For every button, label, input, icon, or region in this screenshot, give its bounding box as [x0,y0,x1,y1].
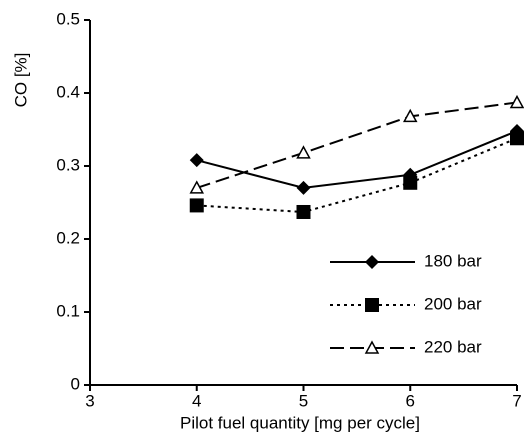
legend-marker [365,255,379,269]
legend-label: 220 bar [424,337,482,356]
y-tick-label: 0.3 [56,155,80,174]
marker [296,145,311,159]
legend-marker [365,298,379,312]
series-line [196,130,518,189]
legend-label: 180 bar [424,251,482,270]
marker [403,175,418,190]
x-tick-label: 5 [299,391,308,410]
x-tick-label: 4 [192,391,201,410]
x-tick-label: 7 [512,391,521,410]
legend-marker [364,340,380,354]
marker [189,153,204,168]
series-line [196,137,518,213]
series-line [196,101,518,189]
y-tick-label: 0.2 [56,228,80,247]
marker [296,180,311,195]
marker [189,198,204,213]
y-tick-label: 0 [71,374,80,393]
x-axis-label: Pilot fuel quantity [mg per cycle] [180,413,420,432]
y-axis-label: CO [%] [11,53,30,108]
marker [509,94,524,109]
marker [189,180,205,194]
marker [510,131,524,146]
marker [402,108,418,123]
y-tick-label: 0.5 [56,9,80,28]
y-tick-label: 0.4 [56,82,80,101]
marker [296,204,311,219]
x-tick-label: 3 [85,391,94,410]
legend-label: 200 bar [424,294,482,313]
y-tick-label: 0.1 [56,301,80,320]
x-tick-label: 6 [406,391,415,410]
